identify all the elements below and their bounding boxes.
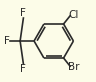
Text: F: F [20, 8, 26, 18]
Text: F: F [20, 64, 26, 74]
Text: Br: Br [68, 62, 79, 72]
Text: F: F [4, 36, 10, 46]
Text: Cl: Cl [68, 10, 79, 20]
